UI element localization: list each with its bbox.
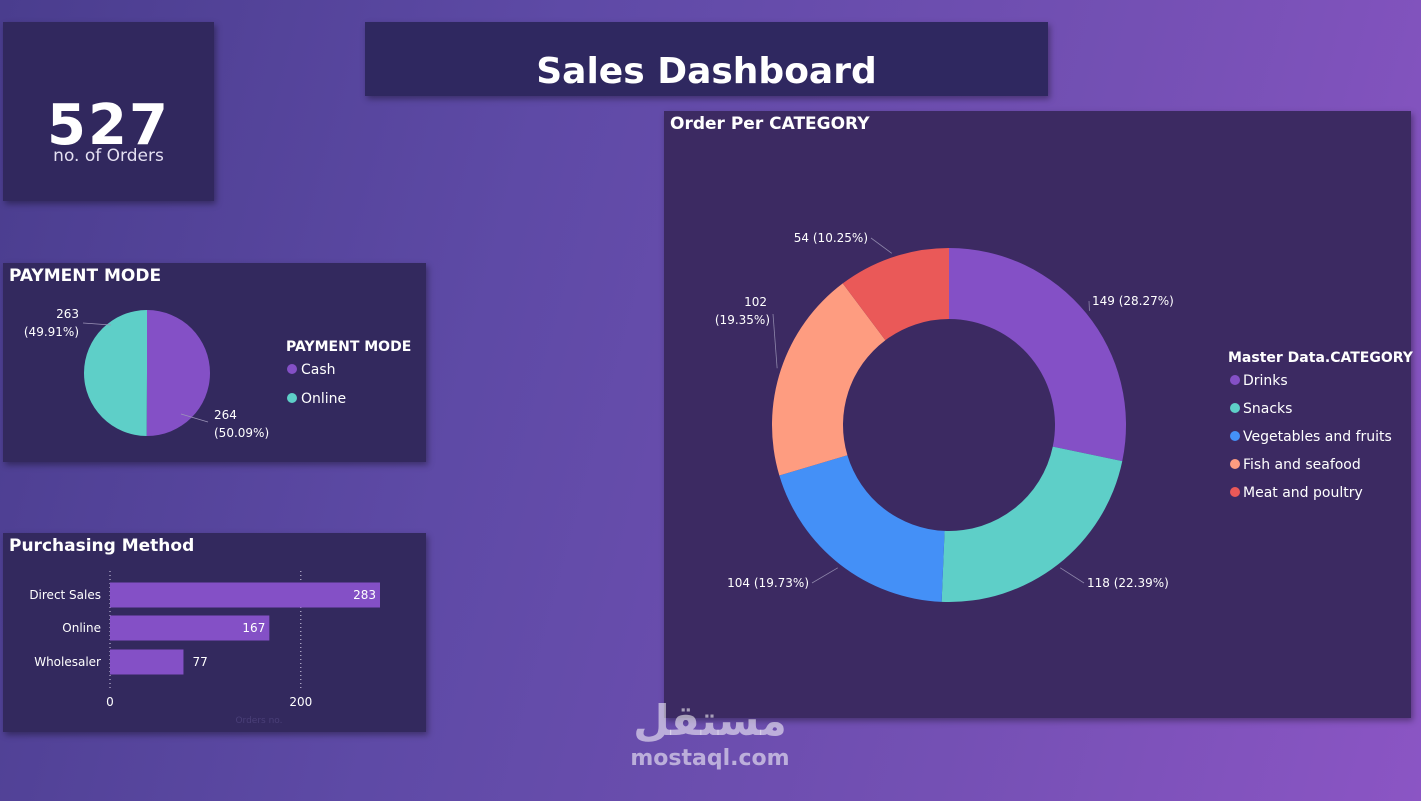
- donut-slice-fish-and-seafood: [772, 283, 886, 476]
- category-card[interactable]: Order Per CATEGORY 149 (28.27%) 118 (22.3…: [664, 111, 1414, 718]
- donut-percent-label: (28.27%): [1115, 294, 1174, 308]
- legend-marker-meat-and-poultry: [1230, 487, 1240, 497]
- bar-data-label: 283: [353, 588, 376, 602]
- category-donut-chart[interactable]: 149 (28.27%) 118 (22.39%) 104 (19.73%) 102 (…: [664, 111, 1414, 718]
- legend-marker-cash: [287, 364, 297, 374]
- bar-category-label: Direct Sales: [29, 588, 101, 602]
- donut-leader-line: [870, 237, 892, 254]
- legend-item-vegetables-and-fruits: Vegetables and fruits: [1243, 429, 1392, 445]
- payment-mode-card[interactable]: PAYMENT MODE 264 (50.09%) 263 (49.91%) PAYME…: [3, 263, 426, 462]
- bar-category-label: Wholesaler: [34, 655, 101, 669]
- x-tick-label: 200: [289, 695, 312, 709]
- donut-value-label: 149: [1092, 294, 1115, 308]
- donut-leader-line: [772, 313, 778, 369]
- pie-value-label: 263: [56, 307, 79, 321]
- donut-percent-label: (19.73%): [750, 576, 809, 590]
- donut-data-label: 118 (22.39%): [1087, 576, 1169, 590]
- donut-leader-line: [1060, 567, 1085, 584]
- donut-data-label: 54 (10.25%): [794, 231, 868, 245]
- bar-online: [110, 615, 270, 641]
- donut-data-label: 104 (19.73%): [727, 576, 809, 590]
- payment-mode-title: PAYMENT MODE: [9, 266, 162, 286]
- purchasing-method-card[interactable]: Purchasing Method 0 200 Direct Sales 283 Onl…: [3, 533, 426, 732]
- pie-percent-label: (49.91%): [24, 325, 79, 339]
- donut-value-label: 104: [727, 576, 750, 590]
- payment-mode-pie-chart[interactable]: 264 (50.09%) 263 (49.91%) PAYMENT MODE Cash On…: [3, 263, 426, 462]
- x-axis-title: Orders no.: [235, 716, 282, 726]
- orders-count-label: no. of Orders: [53, 146, 164, 166]
- pie-slice-online: [83, 310, 147, 436]
- donut-data-label: 149 (28.27%): [1092, 294, 1174, 308]
- pie-percent-label: (50.09%): [214, 426, 269, 440]
- orders-count-value: 527: [47, 93, 170, 158]
- dashboard-title: Sales Dashboard: [536, 51, 877, 92]
- donut-slice-snacks: [941, 446, 1123, 602]
- pie-value-label: 264: [214, 408, 237, 422]
- legend-item-meat-and-poultry: Meat and poultry: [1243, 485, 1363, 501]
- legend-item-online: Online: [301, 391, 346, 407]
- bar-data-label: 77: [192, 655, 207, 669]
- orders-kpi-card[interactable]: 527 no. of Orders: [3, 22, 214, 201]
- purchasing-method-bar-chart[interactable]: 0 200 Direct Sales 283 Online 167 Wholesaler 77…: [3, 533, 426, 732]
- legend-item-drinks: Drinks: [1243, 373, 1288, 389]
- donut-legend-title: Master Data.CATEGORY: [1228, 350, 1414, 366]
- pie-leader-line: [82, 322, 112, 326]
- donut-slice-drinks: [949, 248, 1126, 462]
- donut-value-label: 102: [744, 295, 767, 309]
- donut-slice-vegetables-and-fruits: [779, 455, 945, 602]
- donut-percent-label: (19.35%): [715, 313, 770, 327]
- donut-percent-label: (10.25%): [809, 231, 868, 245]
- purchasing-method-title: Purchasing Method: [9, 536, 195, 556]
- pie-leader-line: [180, 413, 209, 423]
- legend-marker-drinks: [1230, 375, 1240, 385]
- donut-percent-label: (22.39%): [1110, 576, 1169, 590]
- pie-legend-title: PAYMENT MODE: [286, 339, 411, 355]
- bar-data-label: 167: [242, 621, 265, 635]
- donut-slice-meat-and-poultry: [842, 248, 949, 341]
- watermark-url: mostaql.com: [630, 746, 790, 771]
- legend-item-fish-and-seafood: Fish and seafood: [1243, 457, 1361, 473]
- legend-item-snacks: Snacks: [1243, 401, 1292, 417]
- mostaql-watermark: مستقل mostaql.com: [620, 696, 800, 772]
- dashboard-title-card: Sales Dashboard: [365, 22, 1048, 96]
- legend-item-cash: Cash: [301, 362, 336, 378]
- category-title: Order Per CATEGORY: [670, 114, 870, 134]
- donut-value-label: 54: [794, 231, 809, 245]
- bar-category-label: Online: [62, 621, 101, 635]
- bar-direct-sales: [110, 582, 380, 608]
- pie-slice-cash: [146, 310, 210, 436]
- bar-wholesaler: [110, 649, 184, 675]
- legend-marker-vegetables-and-fruits: [1230, 431, 1240, 441]
- legend-marker-snacks: [1230, 403, 1240, 413]
- donut-leader-line: [811, 567, 838, 584]
- legend-marker-fish-and-seafood: [1230, 459, 1240, 469]
- legend-marker-online: [287, 393, 297, 403]
- x-tick-label: 0: [106, 695, 114, 709]
- watermark-logo: مستقل: [633, 696, 787, 745]
- donut-value-label: 118: [1087, 576, 1110, 590]
